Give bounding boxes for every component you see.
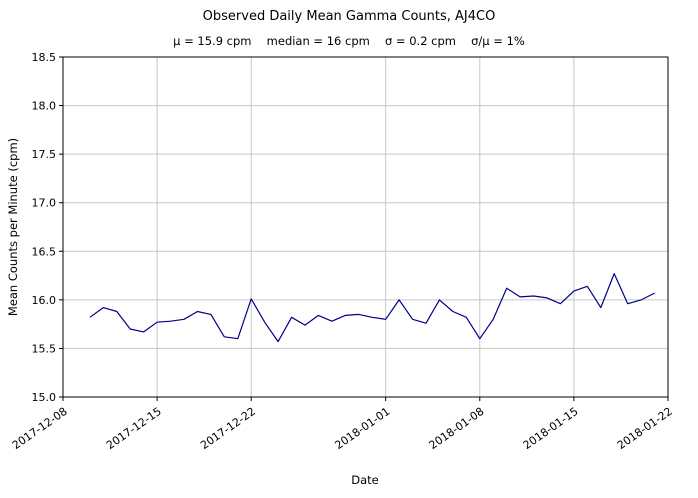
- y-tick-label: 15.5: [32, 342, 57, 355]
- y-axis-label: Mean Counts per Minute (cpm): [6, 138, 20, 316]
- y-tick-label: 16.0: [32, 294, 57, 307]
- y-tick-label: 17.0: [32, 197, 57, 210]
- x-tick-label: 2017-12-08: [10, 405, 70, 452]
- x-tick-label: 2017-12-22: [198, 405, 258, 452]
- x-axis-label: Date: [351, 473, 379, 487]
- x-tick-label: 2018-01-22: [615, 405, 675, 452]
- y-tick-label: 16.5: [32, 245, 57, 258]
- gridlines: [62, 56, 669, 398]
- x-tick-label: 2018-01-01: [333, 405, 393, 452]
- x-tick-label: 2018-01-08: [427, 405, 487, 452]
- data-line: [89, 273, 655, 343]
- tick-marks: [59, 56, 669, 401]
- chart-subtitle: μ = 15.9 cpm median = 16 cpm σ = 0.2 cpm…: [173, 34, 525, 48]
- x-tick-label: 2017-12-15: [104, 405, 164, 452]
- y-tick-label: 18.0: [32, 100, 57, 113]
- chart-title: Observed Daily Mean Gamma Counts, AJ4CO: [203, 9, 496, 24]
- y-tick-label: 18.5: [32, 51, 57, 64]
- x-tick-label: 2018-01-15: [521, 405, 581, 452]
- y-tick-label: 17.5: [32, 148, 57, 161]
- plot-border: [62, 56, 669, 398]
- y-tick-label: 15.0: [32, 391, 57, 404]
